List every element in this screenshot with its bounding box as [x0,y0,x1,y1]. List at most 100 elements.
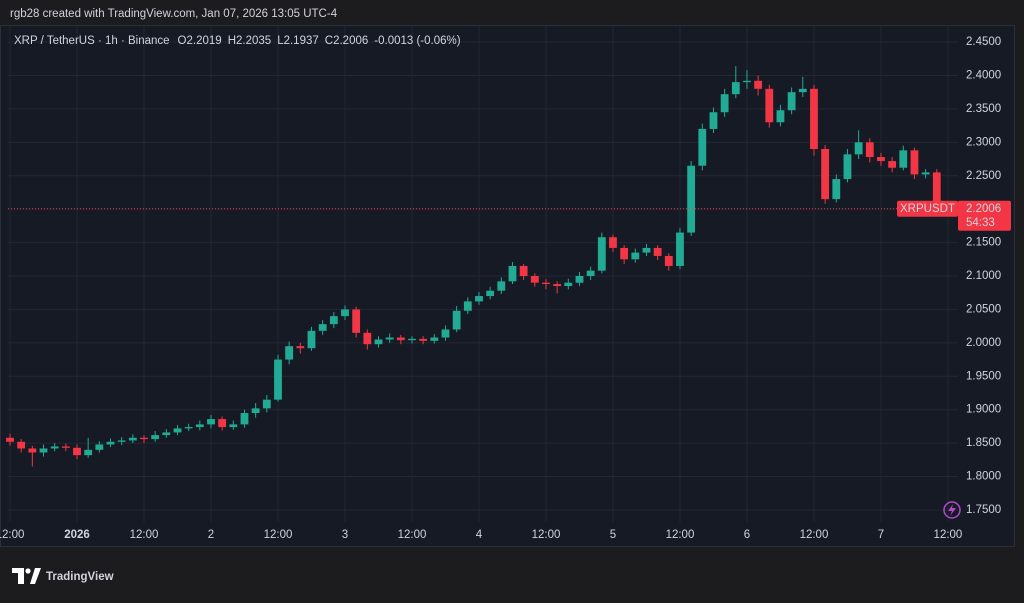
price-tag [958,200,1011,231]
y-tick-label: 1.9000 [966,404,1001,416]
grid [8,26,958,522]
candle-body [720,94,729,113]
candle-body [475,296,483,302]
candle-body [50,446,59,449]
y-tick-label: 2.3000 [966,136,1001,148]
ohlc-value: 2.2006 [333,35,368,47]
candle-body [329,316,338,325]
candle-body [6,437,14,442]
x-tick-label: 2 [208,529,214,541]
candle-body [184,427,193,429]
candle-body [396,337,405,341]
axes: 1.7500 1.8000 1.8500 1.9000 1.9500 2.0000 2.05… [0,36,1011,541]
candle-body [140,437,148,440]
x-tick-label: 12:00 [532,529,561,541]
candle-body [296,346,305,349]
candle-body [754,80,763,89]
candle-body [28,448,37,453]
candle-body [899,150,908,168]
candle-body [854,142,863,155]
candle-body [61,446,70,448]
candle-body [921,172,930,175]
y-tick-label: 1.9500 [966,370,1001,382]
candle-body [877,157,885,162]
candle-body [352,309,361,333]
x-tick-label: 4 [476,529,483,541]
candle-body [374,339,383,345]
y-tick-label: 1.8000 [966,471,1001,483]
price-tag-value: 2.2006 [966,203,1001,215]
candle-body [798,88,807,93]
candle-body [117,440,126,442]
legend: XRP / TetherUS · 1h · Binance O 2.2019 H 2.2… [14,35,461,47]
candle-body [307,330,316,349]
candle-body [441,329,450,338]
candle-body [631,252,640,260]
candle-body [262,399,271,409]
candle-body [832,179,841,200]
candle-body [508,265,517,282]
candle-body [385,337,394,340]
candle-body [575,276,584,283]
candle-body [240,413,249,425]
candle-body [687,165,696,233]
candle-body [586,270,595,277]
candle-body [542,282,550,285]
y-tick-label: 1.8500 [966,437,1001,449]
candle-body [452,310,461,330]
candles [6,66,958,467]
candle-body [274,359,282,400]
chart-panel [0,25,1015,547]
x-tick-label: 3 [342,529,348,541]
candle-body [553,284,562,287]
ohlc-value: 2.1937 [284,35,319,47]
candle-body [318,324,327,331]
candle-body [497,281,506,291]
candle-body [642,247,651,253]
x-tick-label: 12:00 [398,529,427,541]
candle-body [743,80,751,83]
candle-body [463,301,472,311]
x-tick-label: 12:00 [666,529,695,541]
candle-body [843,154,852,180]
candle-body [106,441,115,445]
countdown: 54:33 [966,217,995,229]
candle-body [84,449,93,456]
candle-body [810,88,818,149]
x-tick-label: 12:00 [934,529,963,541]
candle-body [39,448,48,453]
candle-body [530,276,539,283]
candle-body [162,432,171,436]
candle-body [419,338,428,341]
ohlc-label: H [228,35,236,47]
candle-body [519,265,528,277]
candle-body [932,172,941,208]
candle-body [285,346,294,360]
candle-body [341,309,349,317]
candle-body [664,255,673,266]
candle-body [73,447,81,456]
x-tick-label: 12:00 [0,529,24,541]
ohlc-label: C [325,35,333,47]
x-tick-label: 6 [744,529,750,541]
candle-body [597,237,606,271]
candle-body [709,112,718,129]
candle-body [486,290,495,297]
candle-body [731,82,740,95]
candle-body [910,150,919,175]
candle-body [218,419,227,428]
candle-body [363,332,372,345]
candle-body [17,441,26,449]
x-tick-label: 7 [878,529,884,541]
candle-body [151,435,160,440]
candle-body [609,237,617,248]
candle-body [888,161,897,168]
ohlc-label: L [277,35,284,47]
candle-body [698,128,707,166]
candle-body [821,148,830,200]
y-tick-label: 2.1000 [966,270,1001,282]
candle-body [95,444,104,450]
candle-body [653,247,662,256]
